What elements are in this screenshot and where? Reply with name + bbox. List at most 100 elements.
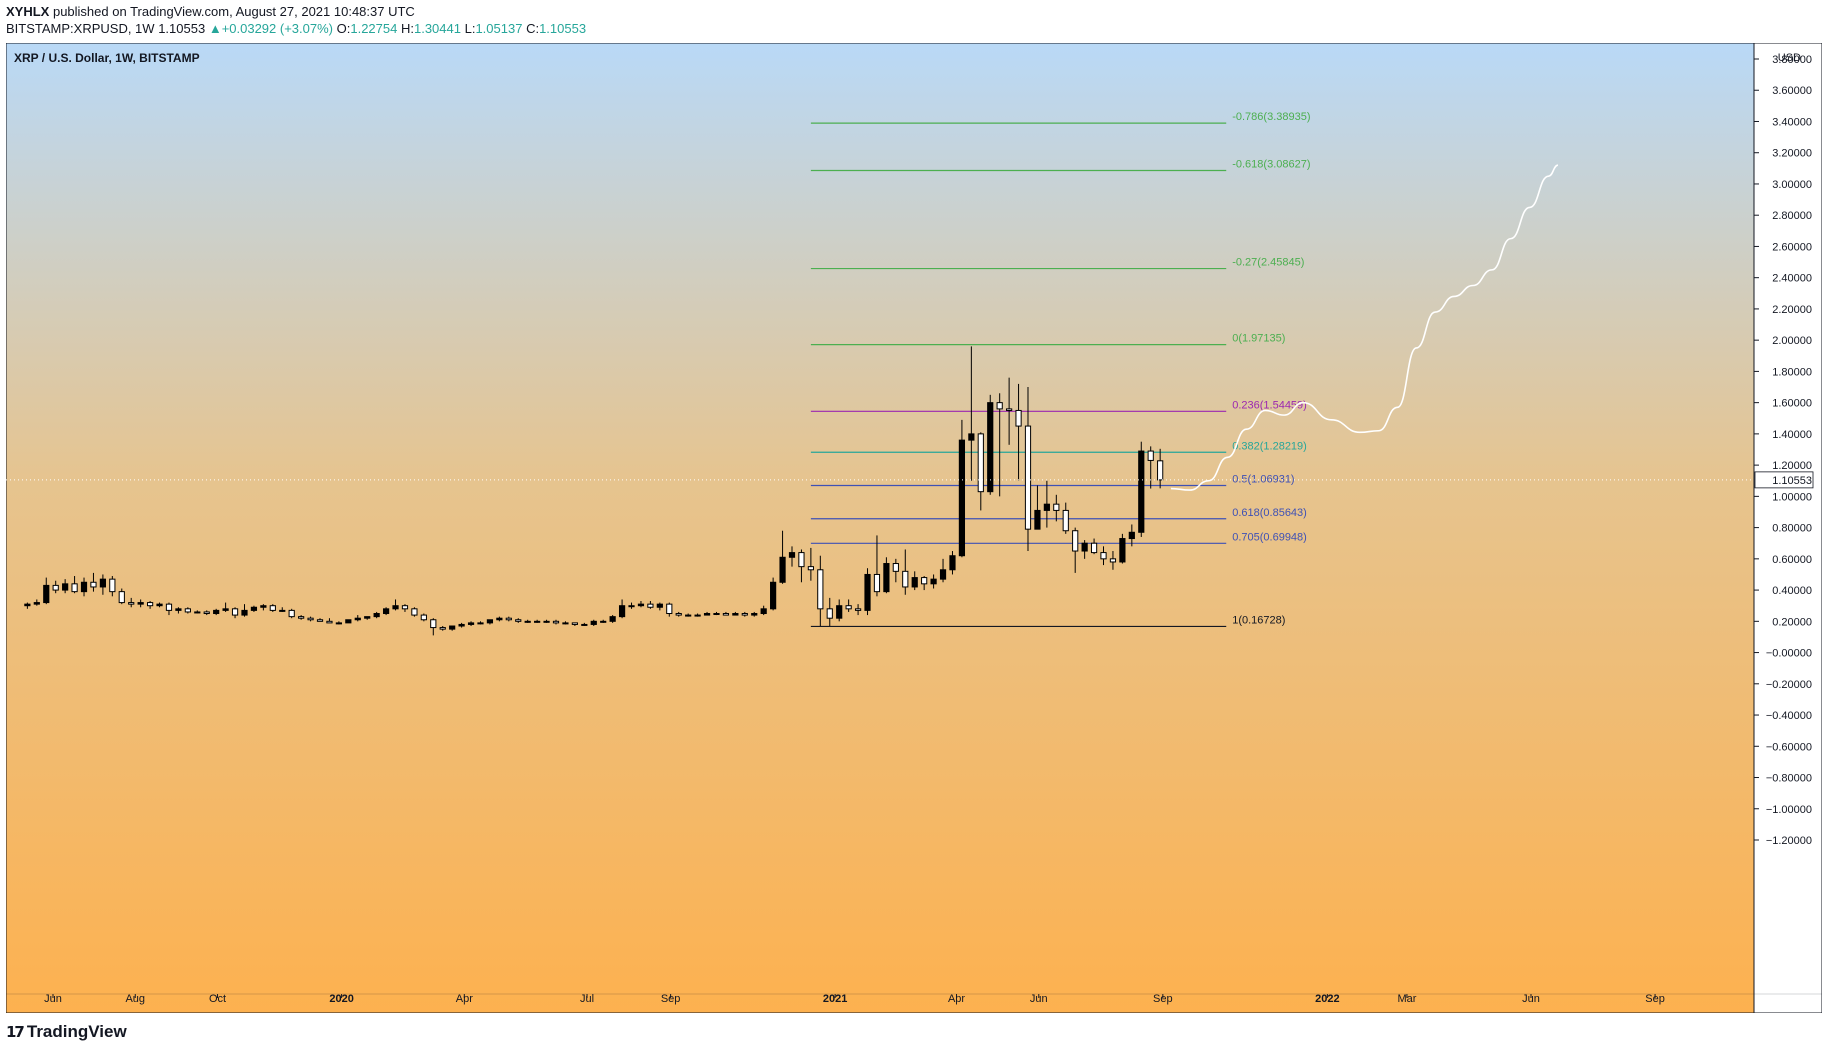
candle[interactable] xyxy=(24,602,31,609)
candle[interactable] xyxy=(618,599,626,619)
candle[interactable] xyxy=(515,618,522,623)
candle[interactable] xyxy=(1034,485,1041,530)
candle[interactable] xyxy=(288,608,295,619)
candle[interactable] xyxy=(52,580,59,594)
candle[interactable] xyxy=(1100,546,1107,566)
candle[interactable] xyxy=(496,616,503,622)
candle[interactable] xyxy=(382,607,390,616)
candle[interactable] xyxy=(798,549,805,583)
candle[interactable] xyxy=(751,611,758,617)
candle[interactable] xyxy=(505,616,512,622)
candle[interactable] xyxy=(1109,551,1117,570)
candle[interactable] xyxy=(713,611,720,616)
candle[interactable] xyxy=(146,601,154,609)
candle[interactable] xyxy=(364,616,371,620)
candle[interactable] xyxy=(231,607,239,619)
candle[interactable] xyxy=(1128,524,1135,547)
candle[interactable] xyxy=(184,607,191,614)
candle[interactable] xyxy=(326,618,333,624)
candle[interactable] xyxy=(1015,383,1022,481)
candle[interactable] xyxy=(666,602,673,617)
candle[interactable] xyxy=(1006,377,1013,445)
candle[interactable] xyxy=(1072,527,1079,573)
candle[interactable] xyxy=(779,530,786,584)
projection-path[interactable] xyxy=(1170,164,1559,491)
candle[interactable] xyxy=(883,557,890,594)
candle[interactable] xyxy=(128,597,135,608)
candle[interactable] xyxy=(930,574,937,589)
candle[interactable] xyxy=(703,611,711,616)
candle[interactable] xyxy=(1147,446,1154,489)
candle[interactable] xyxy=(345,619,352,624)
candle[interactable] xyxy=(892,558,899,583)
candle[interactable] xyxy=(194,610,201,614)
candle[interactable] xyxy=(411,607,418,617)
candle[interactable] xyxy=(1062,502,1069,534)
candle[interactable] xyxy=(269,604,276,612)
publisher-name[interactable]: XYHLX xyxy=(6,4,50,19)
candle[interactable] xyxy=(335,621,342,625)
candle[interactable] xyxy=(600,619,607,623)
tradingview-footer[interactable]: 𝟭𝟳 TradingView xyxy=(6,1022,127,1042)
candle[interactable] xyxy=(71,576,78,594)
candle[interactable] xyxy=(968,346,975,481)
candle[interactable] xyxy=(250,605,258,612)
price-chart[interactable]: XRP / U.S. Dollar, 1W, BITSTAMP USD 3.80… xyxy=(6,43,1822,1013)
candle[interactable] xyxy=(873,535,881,597)
candle[interactable] xyxy=(222,602,229,612)
candle[interactable] xyxy=(911,571,918,591)
candle[interactable] xyxy=(637,601,645,608)
candle[interactable] xyxy=(175,607,182,614)
candle[interactable] xyxy=(156,602,163,608)
candle[interactable] xyxy=(307,616,314,622)
candle[interactable] xyxy=(836,599,843,622)
candle[interactable] xyxy=(656,602,663,611)
candle[interactable] xyxy=(770,577,777,611)
candle[interactable] xyxy=(401,604,409,612)
candle[interactable] xyxy=(902,549,909,595)
candle[interactable] xyxy=(354,615,361,622)
candle[interactable] xyxy=(845,599,852,612)
candle[interactable] xyxy=(316,618,324,622)
candle[interactable] xyxy=(788,546,796,567)
candle[interactable] xyxy=(279,607,286,612)
candle[interactable] xyxy=(807,547,814,581)
candle[interactable] xyxy=(921,576,928,591)
candle[interactable] xyxy=(939,558,947,583)
candle[interactable] xyxy=(486,619,494,625)
candle[interactable] xyxy=(213,608,220,616)
candle[interactable] xyxy=(675,611,682,617)
candle[interactable] xyxy=(467,621,475,627)
candle[interactable] xyxy=(80,577,88,597)
candle[interactable] xyxy=(90,572,97,592)
candle[interactable] xyxy=(817,555,824,627)
candle[interactable] xyxy=(203,610,210,616)
candle[interactable] xyxy=(534,619,541,623)
candle[interactable] xyxy=(987,394,994,495)
candle[interactable] xyxy=(458,622,465,628)
candle[interactable] xyxy=(137,599,144,608)
candle[interactable] xyxy=(1043,480,1050,528)
candle[interactable] xyxy=(1119,533,1126,564)
candle[interactable] xyxy=(996,393,1003,497)
candle[interactable] xyxy=(1053,494,1060,522)
candle[interactable] xyxy=(1024,387,1032,552)
candle[interactable] xyxy=(449,625,456,631)
candle[interactable] xyxy=(571,622,578,627)
candle[interactable] xyxy=(864,568,871,616)
candle[interactable] xyxy=(260,604,267,611)
candle[interactable] xyxy=(732,611,739,616)
candle[interactable] xyxy=(33,599,40,606)
candle[interactable] xyxy=(722,611,730,616)
candle[interactable] xyxy=(647,601,654,609)
candle[interactable] xyxy=(165,602,173,616)
candle[interactable] xyxy=(1081,540,1088,559)
candle[interactable] xyxy=(958,419,966,558)
candle[interactable] xyxy=(760,605,767,616)
candle[interactable] xyxy=(43,577,50,605)
candle[interactable] xyxy=(524,619,531,623)
candle[interactable] xyxy=(685,613,692,617)
candle[interactable] xyxy=(298,615,305,620)
candle[interactable] xyxy=(628,602,635,609)
candle[interactable] xyxy=(241,604,248,617)
